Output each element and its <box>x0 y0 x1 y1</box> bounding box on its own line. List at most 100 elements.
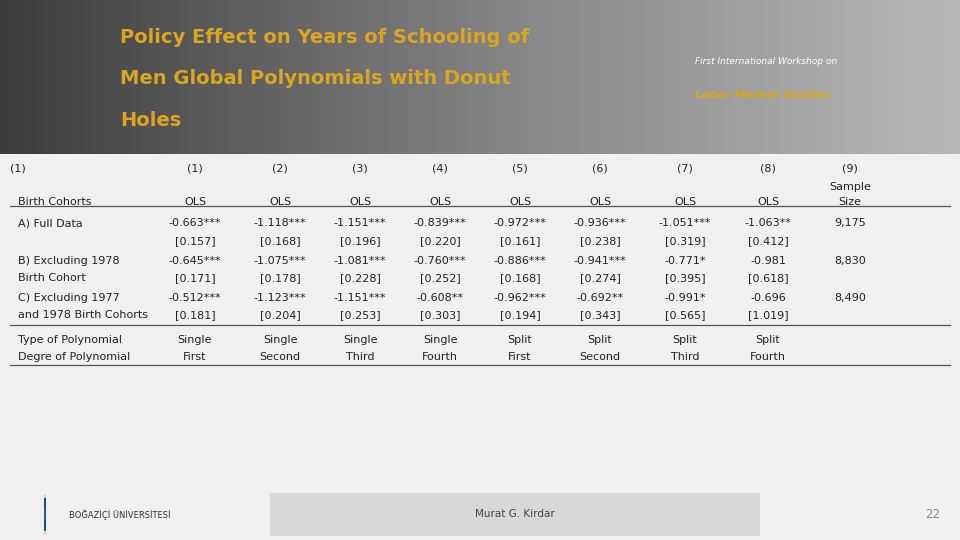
Text: Size: Size <box>838 197 861 207</box>
Text: Policy Effect on Years of Schooling of: Policy Effect on Years of Schooling of <box>120 28 529 46</box>
Text: First International Workshop on: First International Workshop on <box>695 57 837 66</box>
Text: Single: Single <box>263 335 298 345</box>
Text: 22: 22 <box>925 508 940 521</box>
Text: Split: Split <box>508 335 533 345</box>
Text: First: First <box>183 352 206 362</box>
Text: [0.171]: [0.171] <box>175 273 215 283</box>
Text: [0.228]: [0.228] <box>340 273 380 283</box>
Text: Type of Polynomial: Type of Polynomial <box>18 335 122 345</box>
Text: OLS: OLS <box>588 197 612 207</box>
Text: [0.168]: [0.168] <box>500 273 540 283</box>
Text: -1.081***: -1.081*** <box>334 255 386 266</box>
Text: -0.839***: -0.839*** <box>414 218 467 228</box>
Text: Fourth: Fourth <box>750 352 786 362</box>
Text: [0.220]: [0.220] <box>420 236 461 246</box>
Text: OLS: OLS <box>509 197 531 207</box>
Text: [0.252]: [0.252] <box>420 273 461 283</box>
Text: BOĞAZİÇİ ÜNİVERSİTESİ: BOĞAZİÇİ ÜNİVERSİTESİ <box>69 509 171 519</box>
Text: -1.063**: -1.063** <box>745 218 791 228</box>
Text: -0.771*: -0.771* <box>664 255 706 266</box>
Text: Single: Single <box>343 335 377 345</box>
Text: -0.991*: -0.991* <box>664 293 706 303</box>
Text: C) Excluding 1977: C) Excluding 1977 <box>18 293 120 303</box>
Text: [0.204]: [0.204] <box>259 310 300 320</box>
Text: -0.512***: -0.512*** <box>169 293 222 303</box>
Text: -0.696: -0.696 <box>750 293 786 303</box>
Text: -0.936***: -0.936*** <box>574 218 626 228</box>
Text: Split: Split <box>673 335 697 345</box>
Text: [0.618]: [0.618] <box>748 273 788 283</box>
Text: [0.168]: [0.168] <box>260 236 300 246</box>
Text: [0.319]: [0.319] <box>664 236 706 246</box>
Text: Birth Cohort: Birth Cohort <box>18 273 85 283</box>
Text: OLS: OLS <box>429 197 451 207</box>
Text: OLS: OLS <box>674 197 696 207</box>
Text: (5): (5) <box>512 164 528 174</box>
Text: 8,490: 8,490 <box>834 293 866 303</box>
Text: [0.274]: [0.274] <box>580 273 620 283</box>
Text: [0.412]: [0.412] <box>748 236 788 246</box>
Text: -1.123***: -1.123*** <box>253 293 306 303</box>
Text: Sample: Sample <box>829 183 871 192</box>
Text: Degre of Polynomial: Degre of Polynomial <box>18 352 131 362</box>
Text: -0.663***: -0.663*** <box>169 218 221 228</box>
Text: -0.692**: -0.692** <box>576 293 624 303</box>
Text: -0.941***: -0.941*** <box>574 255 626 266</box>
Text: (8): (8) <box>760 164 776 174</box>
Text: OLS: OLS <box>269 197 291 207</box>
Text: -0.972***: -0.972*** <box>493 218 546 228</box>
Text: Single: Single <box>422 335 457 345</box>
Text: [0.395]: [0.395] <box>664 273 706 283</box>
Text: B) Excluding 1978: B) Excluding 1978 <box>18 255 120 266</box>
Text: Second: Second <box>259 352 300 362</box>
Text: -1.118***: -1.118*** <box>253 218 306 228</box>
Text: Split: Split <box>756 335 780 345</box>
Text: -0.608**: -0.608** <box>417 293 464 303</box>
Text: [0.238]: [0.238] <box>580 236 620 246</box>
Text: Men Global Polynomials with Donut: Men Global Polynomials with Donut <box>120 69 511 88</box>
Text: 9,175: 9,175 <box>834 218 866 228</box>
Text: [0.157]: [0.157] <box>175 236 215 246</box>
Text: (9): (9) <box>842 164 858 174</box>
Text: -1.075***: -1.075*** <box>253 255 306 266</box>
Text: -1.151***: -1.151*** <box>334 293 386 303</box>
Text: Holes: Holes <box>120 111 181 130</box>
Text: and 1978 Birth Cohorts: and 1978 Birth Cohorts <box>18 310 148 320</box>
Text: -0.886***: -0.886*** <box>493 255 546 266</box>
Text: (4): (4) <box>432 164 448 174</box>
Text: (6): (6) <box>592 164 608 174</box>
Text: [0.178]: [0.178] <box>259 273 300 283</box>
Text: [0.181]: [0.181] <box>175 310 215 320</box>
Text: OLS: OLS <box>756 197 780 207</box>
Text: [0.303]: [0.303] <box>420 310 460 320</box>
Text: Fourth: Fourth <box>422 352 458 362</box>
Text: (1): (1) <box>187 164 203 174</box>
Text: Birth Cohorts: Birth Cohorts <box>18 197 91 207</box>
Text: [0.161]: [0.161] <box>500 236 540 246</box>
Text: -0.645***: -0.645*** <box>169 255 222 266</box>
Text: -0.962***: -0.962*** <box>493 293 546 303</box>
Bar <box>270 493 760 536</box>
Text: 8,830: 8,830 <box>834 255 866 266</box>
Text: -1.051***: -1.051*** <box>659 218 711 228</box>
Text: Split: Split <box>588 335 612 345</box>
Text: (1): (1) <box>11 164 26 174</box>
Text: -1.151***: -1.151*** <box>334 218 386 228</box>
Text: Murat G. Kirdar: Murat G. Kirdar <box>475 509 555 519</box>
Text: (2): (2) <box>272 164 288 174</box>
Text: [0.253]: [0.253] <box>340 310 380 320</box>
Text: -0.981: -0.981 <box>750 255 786 266</box>
Text: (7): (7) <box>677 164 693 174</box>
Text: [1.019]: [1.019] <box>748 310 788 320</box>
Text: A) Full Data: A) Full Data <box>18 218 83 228</box>
Text: (3): (3) <box>352 164 368 174</box>
Text: Second: Second <box>580 352 620 362</box>
Text: Third: Third <box>346 352 374 362</box>
Text: OLS: OLS <box>184 197 206 207</box>
Text: Labor Market Studies: Labor Market Studies <box>695 90 829 100</box>
Text: [0.565]: [0.565] <box>664 310 706 320</box>
Text: [0.343]: [0.343] <box>580 310 620 320</box>
Text: Single: Single <box>178 335 212 345</box>
Text: [0.194]: [0.194] <box>499 310 540 320</box>
Text: -0.760***: -0.760*** <box>414 255 467 266</box>
